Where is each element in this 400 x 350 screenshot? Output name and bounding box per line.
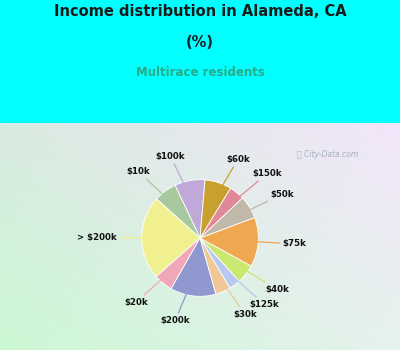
Wedge shape (171, 238, 216, 296)
Wedge shape (175, 180, 205, 238)
Wedge shape (157, 185, 200, 238)
Text: (%): (%) (186, 35, 214, 50)
Text: $30k: $30k (214, 269, 257, 319)
Text: $60k: $60k (211, 155, 250, 206)
Text: $100k: $100k (156, 152, 194, 205)
Wedge shape (200, 217, 258, 266)
Text: > $200k: > $200k (78, 233, 166, 242)
Wedge shape (200, 238, 239, 288)
Text: $75k: $75k (234, 239, 306, 248)
Text: $150k: $150k (221, 169, 282, 212)
Text: Multirace residents: Multirace residents (136, 66, 264, 79)
Text: Income distribution in Alameda, CA: Income distribution in Alameda, CA (54, 4, 346, 19)
Wedge shape (200, 188, 242, 238)
Text: $200k: $200k (160, 272, 196, 325)
Text: ⓘ City-Data.com: ⓘ City-Data.com (297, 150, 359, 159)
Text: $50k: $50k (229, 190, 294, 220)
Wedge shape (200, 180, 230, 238)
Text: $10k: $10k (127, 167, 180, 211)
Wedge shape (200, 198, 255, 238)
Wedge shape (156, 238, 200, 289)
Wedge shape (200, 238, 251, 281)
Wedge shape (200, 238, 230, 294)
Text: $125k: $125k (220, 265, 279, 309)
Wedge shape (142, 199, 200, 276)
Text: $20k: $20k (124, 264, 179, 307)
Text: $40k: $40k (227, 259, 289, 294)
